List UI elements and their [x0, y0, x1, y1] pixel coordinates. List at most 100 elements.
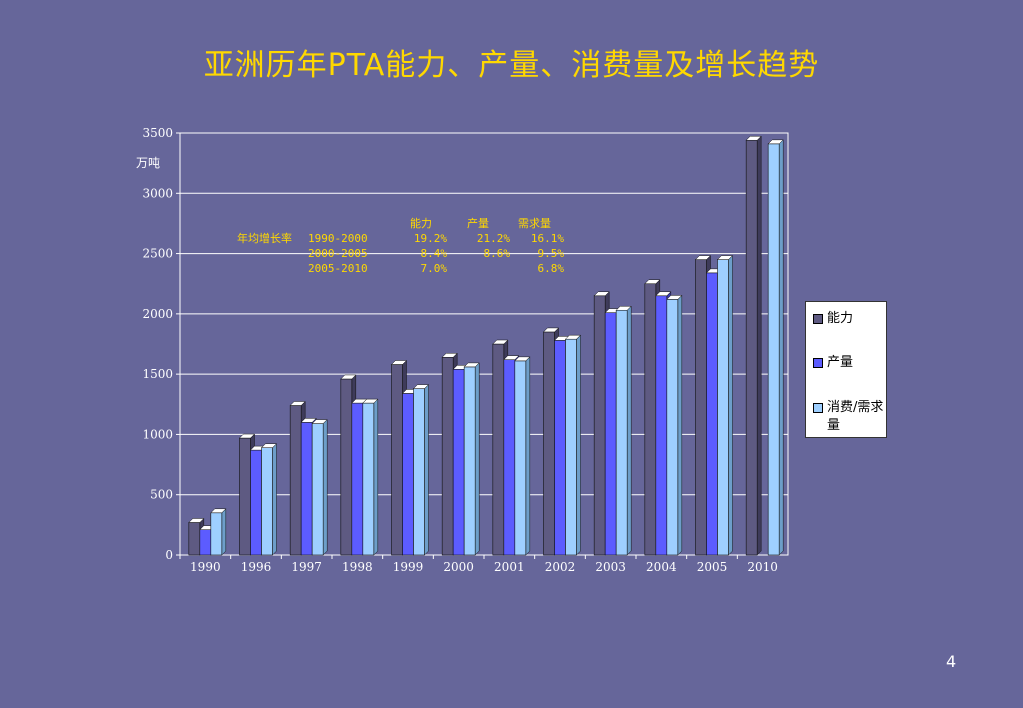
bar-front	[492, 343, 505, 556]
bar-top	[362, 398, 379, 404]
y-unit-label: 万吨	[136, 156, 160, 170]
x-tick-label: 2000	[443, 560, 474, 574]
bar	[745, 135, 762, 556]
bar	[615, 305, 632, 556]
x-tick-label: 1990	[190, 560, 221, 574]
bar-side	[576, 334, 581, 556]
legend-swatch	[813, 314, 823, 324]
annotation-demand: 16.1%	[531, 232, 564, 245]
y-tick-label: 0	[165, 548, 173, 562]
bar-side	[778, 139, 784, 556]
bar-front	[351, 402, 364, 556]
y-axis: 0 500 1000 1500 2000 2500 3000 3500	[142, 126, 180, 562]
bar-front	[565, 338, 577, 556]
bar-side	[322, 418, 328, 556]
bar-top	[745, 135, 762, 141]
bar-front	[239, 437, 251, 556]
bar	[716, 254, 734, 556]
annotation-period: 1990-2000	[308, 232, 368, 245]
x-tick-label: 1998	[342, 560, 373, 574]
bar-front	[413, 388, 425, 556]
x-tick-label: 2010	[747, 560, 778, 574]
x-tick-label: 1999	[393, 560, 424, 574]
bar-top	[694, 255, 712, 260]
bar-front	[250, 449, 262, 556]
bar-top	[666, 295, 683, 300]
legend-label: 产量	[827, 355, 854, 370]
bar-front	[452, 369, 465, 556]
bar-front	[543, 331, 555, 556]
bar-top	[311, 419, 328, 424]
y-tick-label: 1000	[142, 427, 173, 441]
bar	[210, 508, 227, 556]
y-tick-label: 500	[150, 488, 173, 502]
bar-top	[300, 418, 317, 423]
bar-top	[463, 362, 480, 368]
annotation-capacity: 19.2%	[414, 232, 447, 245]
x-tick-label: 2002	[545, 560, 576, 574]
page-title: 亚洲历年PTA能力、产量、消费量及增长趋势	[203, 48, 820, 83]
bar-top	[238, 433, 256, 439]
bar-side	[525, 356, 531, 556]
bar-front	[503, 359, 516, 556]
bar-side	[474, 362, 480, 556]
bar-front	[615, 309, 628, 556]
bar-side	[756, 135, 762, 556]
y-tick-label: 3500	[142, 126, 173, 140]
bar-front	[199, 529, 212, 556]
x-tick-label: 2003	[595, 560, 626, 574]
bar-top	[260, 443, 278, 448]
bar	[412, 384, 430, 556]
bar-front	[311, 423, 324, 556]
bar-side	[373, 398, 379, 556]
legend-swatch	[813, 403, 823, 413]
bar-front	[666, 299, 679, 556]
bar-top	[615, 305, 632, 311]
annotation-period: 2005-2010	[308, 262, 368, 275]
bar-top	[492, 339, 509, 345]
bar-front	[210, 512, 223, 556]
y-tick-label: 2000	[142, 307, 173, 321]
legend-label: 能力	[827, 311, 854, 326]
bar-top	[514, 356, 531, 362]
bar-front	[463, 366, 476, 556]
bar-front	[362, 402, 375, 556]
bar-front	[593, 295, 606, 556]
bar-top	[289, 401, 306, 406]
bar-front	[261, 447, 273, 556]
bar-front	[340, 378, 353, 556]
page-number: 4	[946, 652, 957, 671]
bar-top	[767, 139, 784, 145]
bar-front	[695, 259, 707, 556]
bar-top	[188, 518, 205, 523]
bar-front	[655, 295, 668, 556]
bar-front	[289, 405, 302, 556]
y-tick-label: 2500	[142, 247, 173, 261]
bar-front	[300, 422, 313, 556]
bar	[311, 418, 328, 556]
bar-front	[402, 393, 414, 556]
bar	[260, 443, 278, 556]
bar-top	[441, 353, 458, 358]
bar-top	[340, 374, 357, 380]
legend-item: 消费/需求量	[813, 399, 885, 435]
bar-front	[554, 340, 566, 556]
bar	[514, 356, 531, 556]
bar	[463, 362, 480, 556]
bar-top	[503, 355, 520, 360]
bar	[767, 139, 784, 556]
bar-front	[767, 143, 780, 556]
x-tick-label: 2005	[697, 560, 728, 574]
x-tick-label: 2004	[646, 560, 677, 574]
bar-front	[745, 139, 758, 556]
bar	[666, 294, 683, 556]
bar-top	[644, 279, 661, 284]
bar-side	[626, 305, 632, 556]
annotation-header-capacity: 能力	[410, 216, 432, 230]
bar-side	[424, 384, 429, 556]
bar-top	[593, 291, 610, 297]
annotation-period: 2000-2005	[308, 247, 368, 260]
bar-top	[716, 255, 734, 260]
bar	[362, 398, 379, 556]
legend-swatch	[813, 358, 823, 368]
